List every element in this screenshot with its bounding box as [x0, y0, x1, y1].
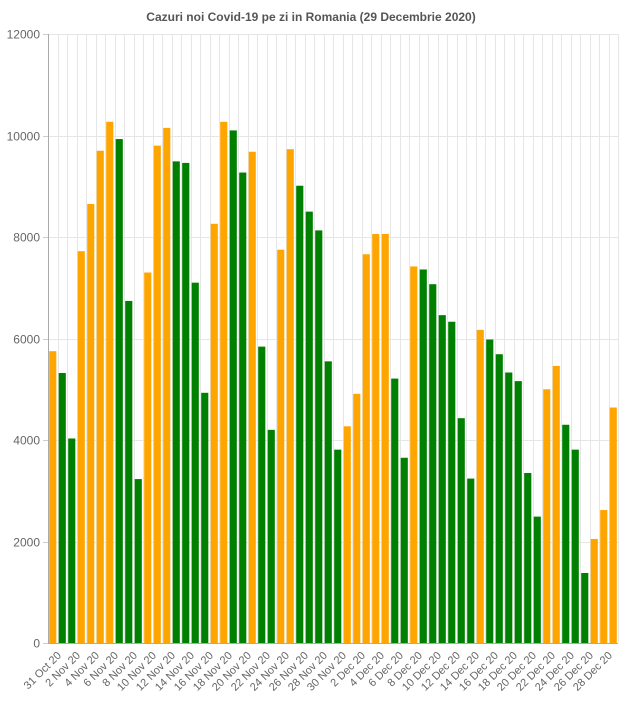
bar-16-dec-20 — [486, 339, 494, 643]
bar-9-nov-20 — [134, 479, 142, 643]
bar-31-oct-20 — [49, 351, 57, 643]
y-tick-label: 2000 — [13, 536, 40, 550]
bar-16-nov-20 — [201, 392, 209, 643]
y-axis-tick-labels: 0 2000 4000 6000 8000 10000 12000 — [7, 28, 41, 651]
bar-3-dec-20 — [362, 254, 370, 643]
bar-21-nov-20 — [248, 151, 256, 644]
bar-26-dec-20 — [581, 572, 589, 643]
bar-12-nov-20 — [163, 127, 171, 643]
bar-12-dec-20 — [448, 321, 456, 643]
grid-lines — [48, 34, 619, 644]
bar-27-dec-20 — [590, 538, 598, 643]
bar-17-dec-20 — [495, 354, 503, 643]
bar-1-dec-20 — [343, 426, 351, 643]
bar-11-dec-20 — [438, 315, 446, 643]
axes — [43, 34, 618, 644]
bar-26-nov-20 — [296, 185, 304, 644]
y-tick-label: 10000 — [7, 130, 41, 144]
bar-24-nov-20 — [277, 249, 285, 643]
bar-19-dec-20 — [514, 381, 522, 643]
bar-15-nov-20 — [191, 282, 199, 643]
y-tick-label: 8000 — [13, 231, 40, 245]
bar-21-dec-20 — [533, 516, 541, 643]
y-tick-label: 0 — [33, 637, 40, 651]
bar-18-dec-20 — [505, 372, 513, 643]
bar-30-nov-20 — [334, 449, 342, 643]
bar-25-dec-20 — [571, 449, 579, 643]
bar-8-dec-20 — [410, 266, 418, 643]
bar-19-nov-20 — [229, 130, 237, 644]
y-tick-label: 4000 — [13, 434, 40, 448]
bar-25-nov-20 — [286, 149, 294, 643]
bar-24-dec-20 — [562, 424, 570, 643]
bar-29-nov-20 — [324, 361, 332, 643]
bar-14-nov-20 — [182, 162, 190, 643]
bar-2-dec-20 — [353, 393, 361, 643]
bar-10-nov-20 — [144, 272, 152, 643]
bar-20-dec-20 — [524, 472, 532, 643]
chart-title: Cazuri noi Covid-19 pe zi in Romania (29… — [146, 10, 475, 24]
bar-4-dec-20 — [372, 233, 380, 643]
bar-29-dec-20 — [609, 407, 617, 643]
bar-7-dec-20 — [400, 457, 408, 643]
bar-5-dec-20 — [381, 233, 389, 643]
bar-17-nov-20 — [210, 223, 218, 643]
bar-14-dec-20 — [467, 478, 475, 643]
bar-11-nov-20 — [153, 145, 161, 643]
x-axis-tick-labels: 31 Oct 202 Nov 204 Nov 206 Nov 208 Nov 2… — [22, 650, 615, 694]
bar-15-dec-20 — [476, 329, 484, 643]
bar-5-nov-20 — [96, 150, 104, 643]
bar-20-nov-20 — [239, 172, 247, 644]
bar-1-nov-20 — [58, 373, 66, 643]
bar-4-nov-20 — [87, 204, 95, 643]
y-tick-label: 12000 — [7, 28, 41, 42]
bar-22-nov-20 — [258, 346, 266, 643]
bar-2-nov-20 — [68, 438, 76, 643]
bar-13-nov-20 — [172, 161, 180, 643]
bar-8-nov-20 — [125, 300, 133, 643]
bar-23-dec-20 — [552, 365, 560, 643]
bar-3-nov-20 — [77, 251, 85, 643]
bar-27-nov-20 — [305, 211, 313, 644]
bar-28-dec-20 — [600, 510, 608, 643]
bar-7-nov-20 — [115, 139, 123, 644]
y-tick-label: 6000 — [13, 333, 40, 347]
bar-18-nov-20 — [220, 121, 228, 644]
bar-6-nov-20 — [106, 121, 114, 644]
bar-13-dec-20 — [457, 418, 465, 643]
bar-6-dec-20 — [391, 378, 399, 643]
bar-22-dec-20 — [543, 389, 551, 643]
bar-10-dec-20 — [429, 284, 437, 643]
bars — [49, 121, 617, 644]
bar-23-nov-20 — [267, 429, 275, 643]
bar-28-nov-20 — [315, 230, 323, 643]
bar-9-dec-20 — [419, 269, 427, 643]
